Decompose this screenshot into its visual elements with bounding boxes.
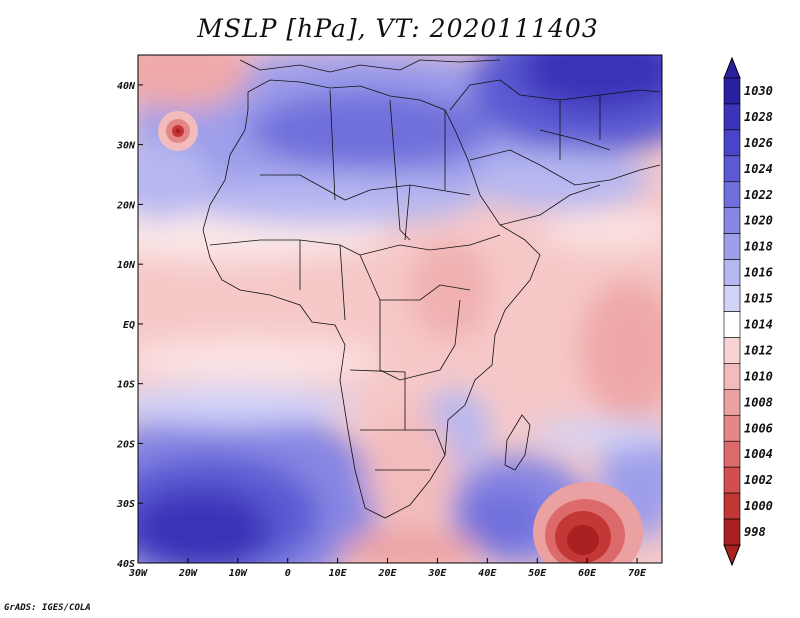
colorbar-label: 1024 (744, 162, 773, 176)
colorbar-swatch (723, 311, 741, 338)
africa-coastline (202, 79, 541, 519)
colorbar-swatch (723, 77, 741, 105)
map-frame (137, 54, 663, 564)
border-line (260, 174, 471, 201)
pressure-area-1010 (410, 240, 490, 340)
colorbar-label: 1026 (744, 136, 773, 150)
colorbar-label: 1002 (744, 473, 773, 487)
pressure-area-1010 (580, 280, 662, 420)
colorbar-label: 1028 (744, 110, 773, 124)
high-pressure-sahel-fringe (180, 175, 480, 225)
colorbar: 1030 1028 1026 1024 1022 1020 1018 1016 1015 1014… (723, 56, 773, 567)
low-pressure-azores (158, 111, 198, 151)
colorbar-swatch (723, 207, 741, 234)
country-borders (202, 59, 661, 519)
pressure-band-1014 (540, 212, 662, 248)
low-pressure-agulhas (340, 530, 480, 563)
colorbar-swatch (723, 181, 741, 209)
lat-tick-label: EQ (123, 320, 135, 331)
lon-tick-label: 30E (427, 568, 447, 579)
high-pressure-sahara-core (250, 90, 490, 170)
colorbar-label: 1010 (744, 369, 773, 383)
lat-tick-label: 20S (116, 439, 135, 450)
colorbar-label: 1004 (744, 447, 773, 461)
colorbar-swatch (723, 285, 741, 312)
lon-tick-label: 0 (285, 568, 291, 579)
border-line (469, 149, 661, 186)
lat-tick-label: 40S (117, 559, 135, 570)
colorbar-label: 1008 (744, 395, 773, 409)
lon-tick-label: 10W (229, 568, 248, 579)
high-pressure-asia-core (520, 55, 662, 110)
lon-tick-label: 40E (478, 568, 497, 579)
pressure-band-1015 (138, 385, 360, 425)
colorbar-label: 1012 (744, 343, 773, 357)
colorbar-min-arrow (723, 544, 741, 567)
colorbar-swatch (723, 363, 741, 390)
lon-tick-label: 20W (178, 568, 198, 579)
colorbar-label: 998 (744, 525, 766, 539)
border-line (499, 184, 601, 226)
colorbar-swatch (723, 337, 741, 364)
colorbar-swatch (723, 259, 741, 286)
border-line (299, 240, 471, 321)
colorbar-label: 1020 (744, 214, 773, 228)
colorbar-swatch (723, 155, 741, 183)
lat-tick-label: 30S (116, 499, 135, 510)
grads-credit: GrADS: IGES/COLA (4, 603, 91, 613)
pressure-band-1014 (138, 338, 380, 382)
lat-tick-label: 20N (116, 200, 136, 211)
pressure-field-map (138, 55, 662, 563)
colorbar-swatch (723, 414, 741, 442)
colorbar-swatch (723, 492, 741, 520)
colorbar-label: 1018 (744, 240, 773, 254)
pressure-band-1015 (530, 420, 662, 450)
colorbar-label: 1030 (744, 84, 773, 98)
border-line (329, 89, 446, 241)
high-pressure-south-indian-core (465, 490, 545, 550)
border-line (239, 59, 501, 73)
border-line (449, 79, 661, 111)
high-pressure-arabia (470, 150, 650, 210)
high-pressure-atlantic-n (138, 140, 210, 220)
lon-tick-label: 50E (528, 568, 547, 579)
colorbar-swatch (723, 233, 741, 260)
colorbar-label: 1014 (744, 317, 773, 331)
low-pressure-southern-ocean (533, 482, 643, 563)
colorbar-label: 1000 (744, 499, 773, 513)
colorbar-swatch (723, 518, 741, 546)
lon-tick-label: 70E (628, 568, 647, 579)
lat-tick-label: 10N (117, 260, 136, 271)
border-line (539, 95, 611, 160)
colorbar-swatch (723, 466, 741, 494)
lat-tick-label: 30N (116, 141, 136, 152)
colorbar-swatch (723, 103, 741, 131)
map-title: MSLP [hPa], VT: 2020111403 (197, 14, 599, 43)
colorbar-label: 1022 (744, 188, 773, 202)
colorbar-label: 1016 (744, 266, 773, 280)
colorbar-swatch (723, 389, 741, 416)
lon-tick-label: 60E (578, 568, 597, 579)
madagascar-coastline (504, 414, 531, 471)
colorbar-label: 1015 (744, 292, 773, 306)
lat-tick-label: 10S (117, 380, 135, 391)
border-line (379, 299, 461, 381)
lon-tick-label: 10E (329, 568, 348, 579)
colorbar-swatch (723, 440, 741, 468)
lat-tick-label: 40N (117, 81, 136, 92)
low-pressure-atlantic-nw (138, 55, 250, 110)
high-pressure-south-atlantic-core (138, 490, 270, 563)
colorbar-label: 1006 (744, 421, 773, 435)
colorbar-max-arrow (723, 56, 741, 79)
colorbar-swatch (723, 129, 741, 157)
lon-tick-label: 20E (377, 568, 397, 579)
border-line (360, 429, 430, 471)
lon-tick-label: 30W (128, 568, 148, 579)
axis-ticks: 30W 20W 10W 0 10E 20E 30E 40E 50E 60E 70E 40N 30N 20N… (116, 81, 647, 579)
